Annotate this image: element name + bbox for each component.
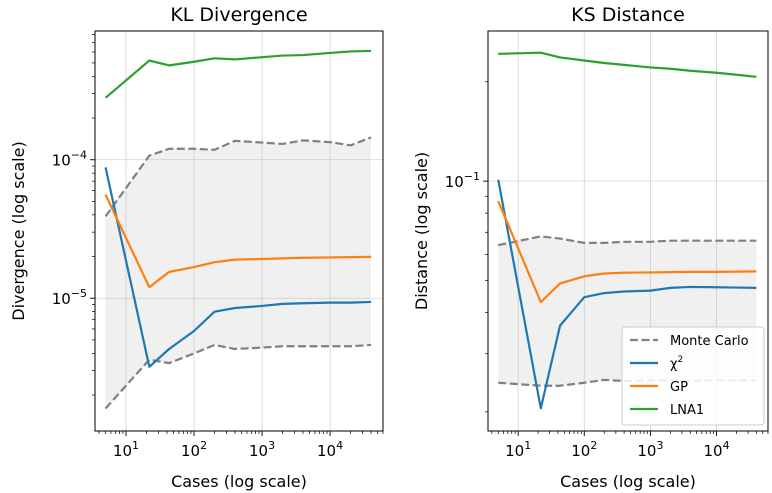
series-line-chi2 — [104, 167, 372, 368]
monte-carlo-band — [105, 137, 372, 409]
x-axis-label: Cases (log scale) — [171, 472, 307, 491]
x-axis-label: Cases (log scale) — [560, 472, 696, 491]
series-line-gp — [104, 194, 372, 289]
chart-title: KS Distance — [571, 4, 685, 26]
axes-frame — [94, 30, 384, 432]
chart-title: KL Divergence — [170, 4, 307, 26]
x-tick-label: 101 — [113, 439, 139, 460]
legend-label-mc_upper: Monte Carlo — [670, 334, 749, 349]
legend-label-lna1: LNA1 — [670, 403, 704, 418]
x-tick-label: 101 — [505, 439, 531, 460]
x-tick-label: 104 — [317, 439, 343, 460]
series-line-mc_upper — [498, 235, 757, 247]
ks-distance-panel: 101 102 103 104 10−1 KS Distance Cases (log sc… — [412, 4, 769, 491]
series-line-mc_lower — [104, 343, 372, 410]
y-tick-label: 10−5 — [52, 287, 87, 308]
kl-divergence-panel: 101 102 103 104 10−5 10−4 KL Divergence Cases (… — [9, 4, 384, 491]
legend-box — [621, 326, 765, 426]
legend: Monte Carlo χ2 GP LNA1 — [621, 326, 765, 426]
axes-frame — [487, 30, 769, 432]
y-axis-label: Distance (log scale) — [412, 152, 431, 310]
series-line-gp — [497, 200, 757, 304]
x-tick-label: 103 — [249, 439, 275, 460]
y-tick-label: 10−1 — [445, 170, 480, 191]
x-tick-label: 102 — [181, 439, 207, 460]
series-line-lna1 — [104, 49, 372, 99]
x-tick-label: 103 — [637, 439, 663, 460]
y-axis-label: Divergence (log scale) — [9, 141, 28, 320]
legend-label-gp: GP — [670, 380, 688, 395]
legend-label-chi2: χ2 — [670, 355, 683, 372]
x-tick-label: 104 — [703, 439, 729, 460]
series-line-chi2 — [497, 179, 757, 410]
x-tick-label: 102 — [571, 439, 597, 460]
series-line-lna1 — [498, 51, 757, 78]
series-line-mc_upper — [104, 136, 372, 218]
y-tick-label: 10−4 — [52, 149, 87, 170]
